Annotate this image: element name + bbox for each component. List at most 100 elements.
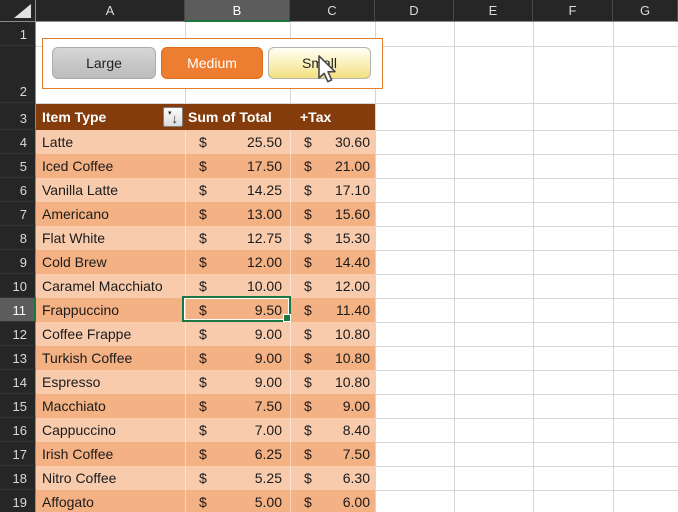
row-header-15[interactable]: 15 [0, 394, 36, 418]
cell-B18[interactable]: $5.25 [185, 466, 290, 490]
gridline-h [375, 346, 678, 347]
cell-B4[interactable]: $25.50 [185, 130, 290, 154]
cell-C7[interactable]: $15.60 [290, 202, 375, 226]
cell-C17[interactable]: $7.50 [290, 442, 375, 466]
row-header-13[interactable]: 13 [0, 346, 36, 370]
row-header-16[interactable]: 16 [0, 418, 36, 442]
column-header-A[interactable]: A [36, 0, 185, 22]
cell-C16[interactable]: $8.40 [290, 418, 375, 442]
fill-handle[interactable] [283, 314, 291, 322]
cell-A11[interactable]: Frappuccino [42, 302, 120, 318]
header-label-tax: +Tax [300, 109, 332, 125]
cell-A16[interactable]: Cappuccino [42, 422, 116, 438]
currency-symbol: $ [304, 398, 312, 414]
row-header-18[interactable]: 18 [0, 466, 36, 490]
cell-A9[interactable]: Cold Brew [42, 254, 107, 270]
cell-B9[interactable]: $12.00 [185, 250, 290, 274]
cell-C19[interactable]: $6.00 [290, 490, 375, 512]
row-header-3[interactable]: 3 [0, 103, 36, 130]
cell-B8[interactable]: $12.75 [185, 226, 290, 250]
currency-symbol: $ [304, 374, 312, 390]
currency-symbol: $ [199, 374, 207, 390]
column-header-G[interactable]: G [613, 0, 678, 22]
cell-B11[interactable]: $9.50 [185, 298, 290, 322]
column-header-D[interactable]: D [375, 0, 454, 22]
row-header-7[interactable]: 7 [0, 202, 36, 226]
header-cell-item-type[interactable]: Item Type [36, 104, 185, 130]
cell-A15[interactable]: Macchiato [42, 398, 106, 414]
cell-A8[interactable]: Flat White [42, 230, 106, 246]
cell-C9[interactable]: $14.40 [290, 250, 375, 274]
cell-B10[interactable]: $10.00 [185, 274, 290, 298]
row-header-19[interactable]: 19 [0, 490, 36, 512]
cell-A19[interactable]: Affogato [42, 494, 94, 510]
cell-B7[interactable]: $13.00 [185, 202, 290, 226]
cell-A13[interactable]: Turkish Coffee [42, 350, 133, 366]
cell-C10[interactable]: $12.00 [290, 274, 375, 298]
total-value: 6.25 [254, 446, 282, 462]
cell-A12[interactable]: Coffee Frappe [42, 326, 132, 342]
cell-B12[interactable]: $9.00 [185, 322, 290, 346]
row-header-6[interactable]: 6 [0, 178, 36, 202]
cell-B16[interactable]: $7.00 [185, 418, 290, 442]
cell-A14[interactable]: Espresso [42, 374, 101, 390]
cell-B13[interactable]: $9.00 [185, 346, 290, 370]
cell-C6[interactable]: $17.10 [290, 178, 375, 202]
gridline-h [375, 274, 678, 275]
cell-C15[interactable]: $9.00 [290, 394, 375, 418]
cell-C14[interactable]: $10.80 [290, 370, 375, 394]
header-cell-tax[interactable]: +Tax [290, 104, 375, 130]
row-header-14[interactable]: 14 [0, 370, 36, 394]
total-value: 7.00 [254, 422, 282, 438]
cell-C11[interactable]: $11.40 [290, 298, 375, 322]
total-value: 9.00 [254, 326, 282, 342]
currency-symbol: $ [304, 254, 312, 270]
cell-A7[interactable]: Americano [42, 206, 109, 222]
column-header-F[interactable]: F [533, 0, 613, 22]
gridline-v [533, 22, 534, 512]
medium-button[interactable]: Medium [161, 47, 263, 79]
column-header-E[interactable]: E [454, 0, 533, 22]
cell-A5[interactable]: Iced Coffee [42, 158, 114, 174]
cell-B14[interactable]: $9.00 [185, 370, 290, 394]
cell-A18[interactable]: Nitro Coffee [42, 470, 117, 486]
cell-B6[interactable]: $14.25 [185, 178, 290, 202]
cell-B15[interactable]: $7.50 [185, 394, 290, 418]
row-header-9[interactable]: 9 [0, 250, 36, 274]
column-header-C[interactable]: C [290, 0, 375, 22]
table-row-coffee-frappe: Coffee Frappe $9.00 $10.80 [36, 322, 375, 346]
tax-value: 15.30 [334, 230, 370, 246]
row-header-17[interactable]: 17 [0, 442, 36, 466]
currency-symbol: $ [199, 326, 207, 342]
cell-A17[interactable]: Irish Coffee [42, 446, 114, 462]
cell-C18[interactable]: $6.30 [290, 466, 375, 490]
filter-sort-button[interactable]: ▾ ↓ [163, 107, 183, 127]
cell-C12[interactable]: $10.80 [290, 322, 375, 346]
row-header-5[interactable]: 5 [0, 154, 36, 178]
cell-C4[interactable]: $30.60 [290, 130, 375, 154]
cell-C8[interactable]: $15.30 [290, 226, 375, 250]
row-header-12[interactable]: 12 [0, 322, 36, 346]
size-selector-panel[interactable]: Large Medium Small [42, 38, 383, 89]
cell-C5[interactable]: $21.00 [290, 154, 375, 178]
row-header-10[interactable]: 10 [0, 274, 36, 298]
gridline-v [454, 22, 455, 512]
row-header-4[interactable]: 4 [0, 130, 36, 154]
row-header-2[interactable]: 2 [0, 46, 36, 103]
cell-B5[interactable]: $17.50 [185, 154, 290, 178]
cell-A4[interactable]: Latte [42, 134, 74, 150]
header-cell-sum-of-total[interactable]: Sum of Total [185, 104, 290, 130]
total-value: 13.00 [246, 206, 282, 222]
cell-A6[interactable]: Vanilla Latte [42, 182, 119, 198]
row-header-11[interactable]: 11 [0, 298, 36, 322]
row-header-1[interactable]: 1 [0, 22, 36, 46]
large-button[interactable]: Large [52, 47, 156, 79]
cell-A10[interactable]: Caramel Macchiato [42, 278, 163, 294]
cell-B17[interactable]: $6.25 [185, 442, 290, 466]
tax-value: 8.40 [342, 422, 370, 438]
select-all-button[interactable] [0, 0, 36, 22]
cell-B19[interactable]: $5.00 [185, 490, 290, 512]
column-header-B[interactable]: B [185, 0, 290, 22]
row-header-8[interactable]: 8 [0, 226, 36, 250]
cell-C13[interactable]: $10.80 [290, 346, 375, 370]
